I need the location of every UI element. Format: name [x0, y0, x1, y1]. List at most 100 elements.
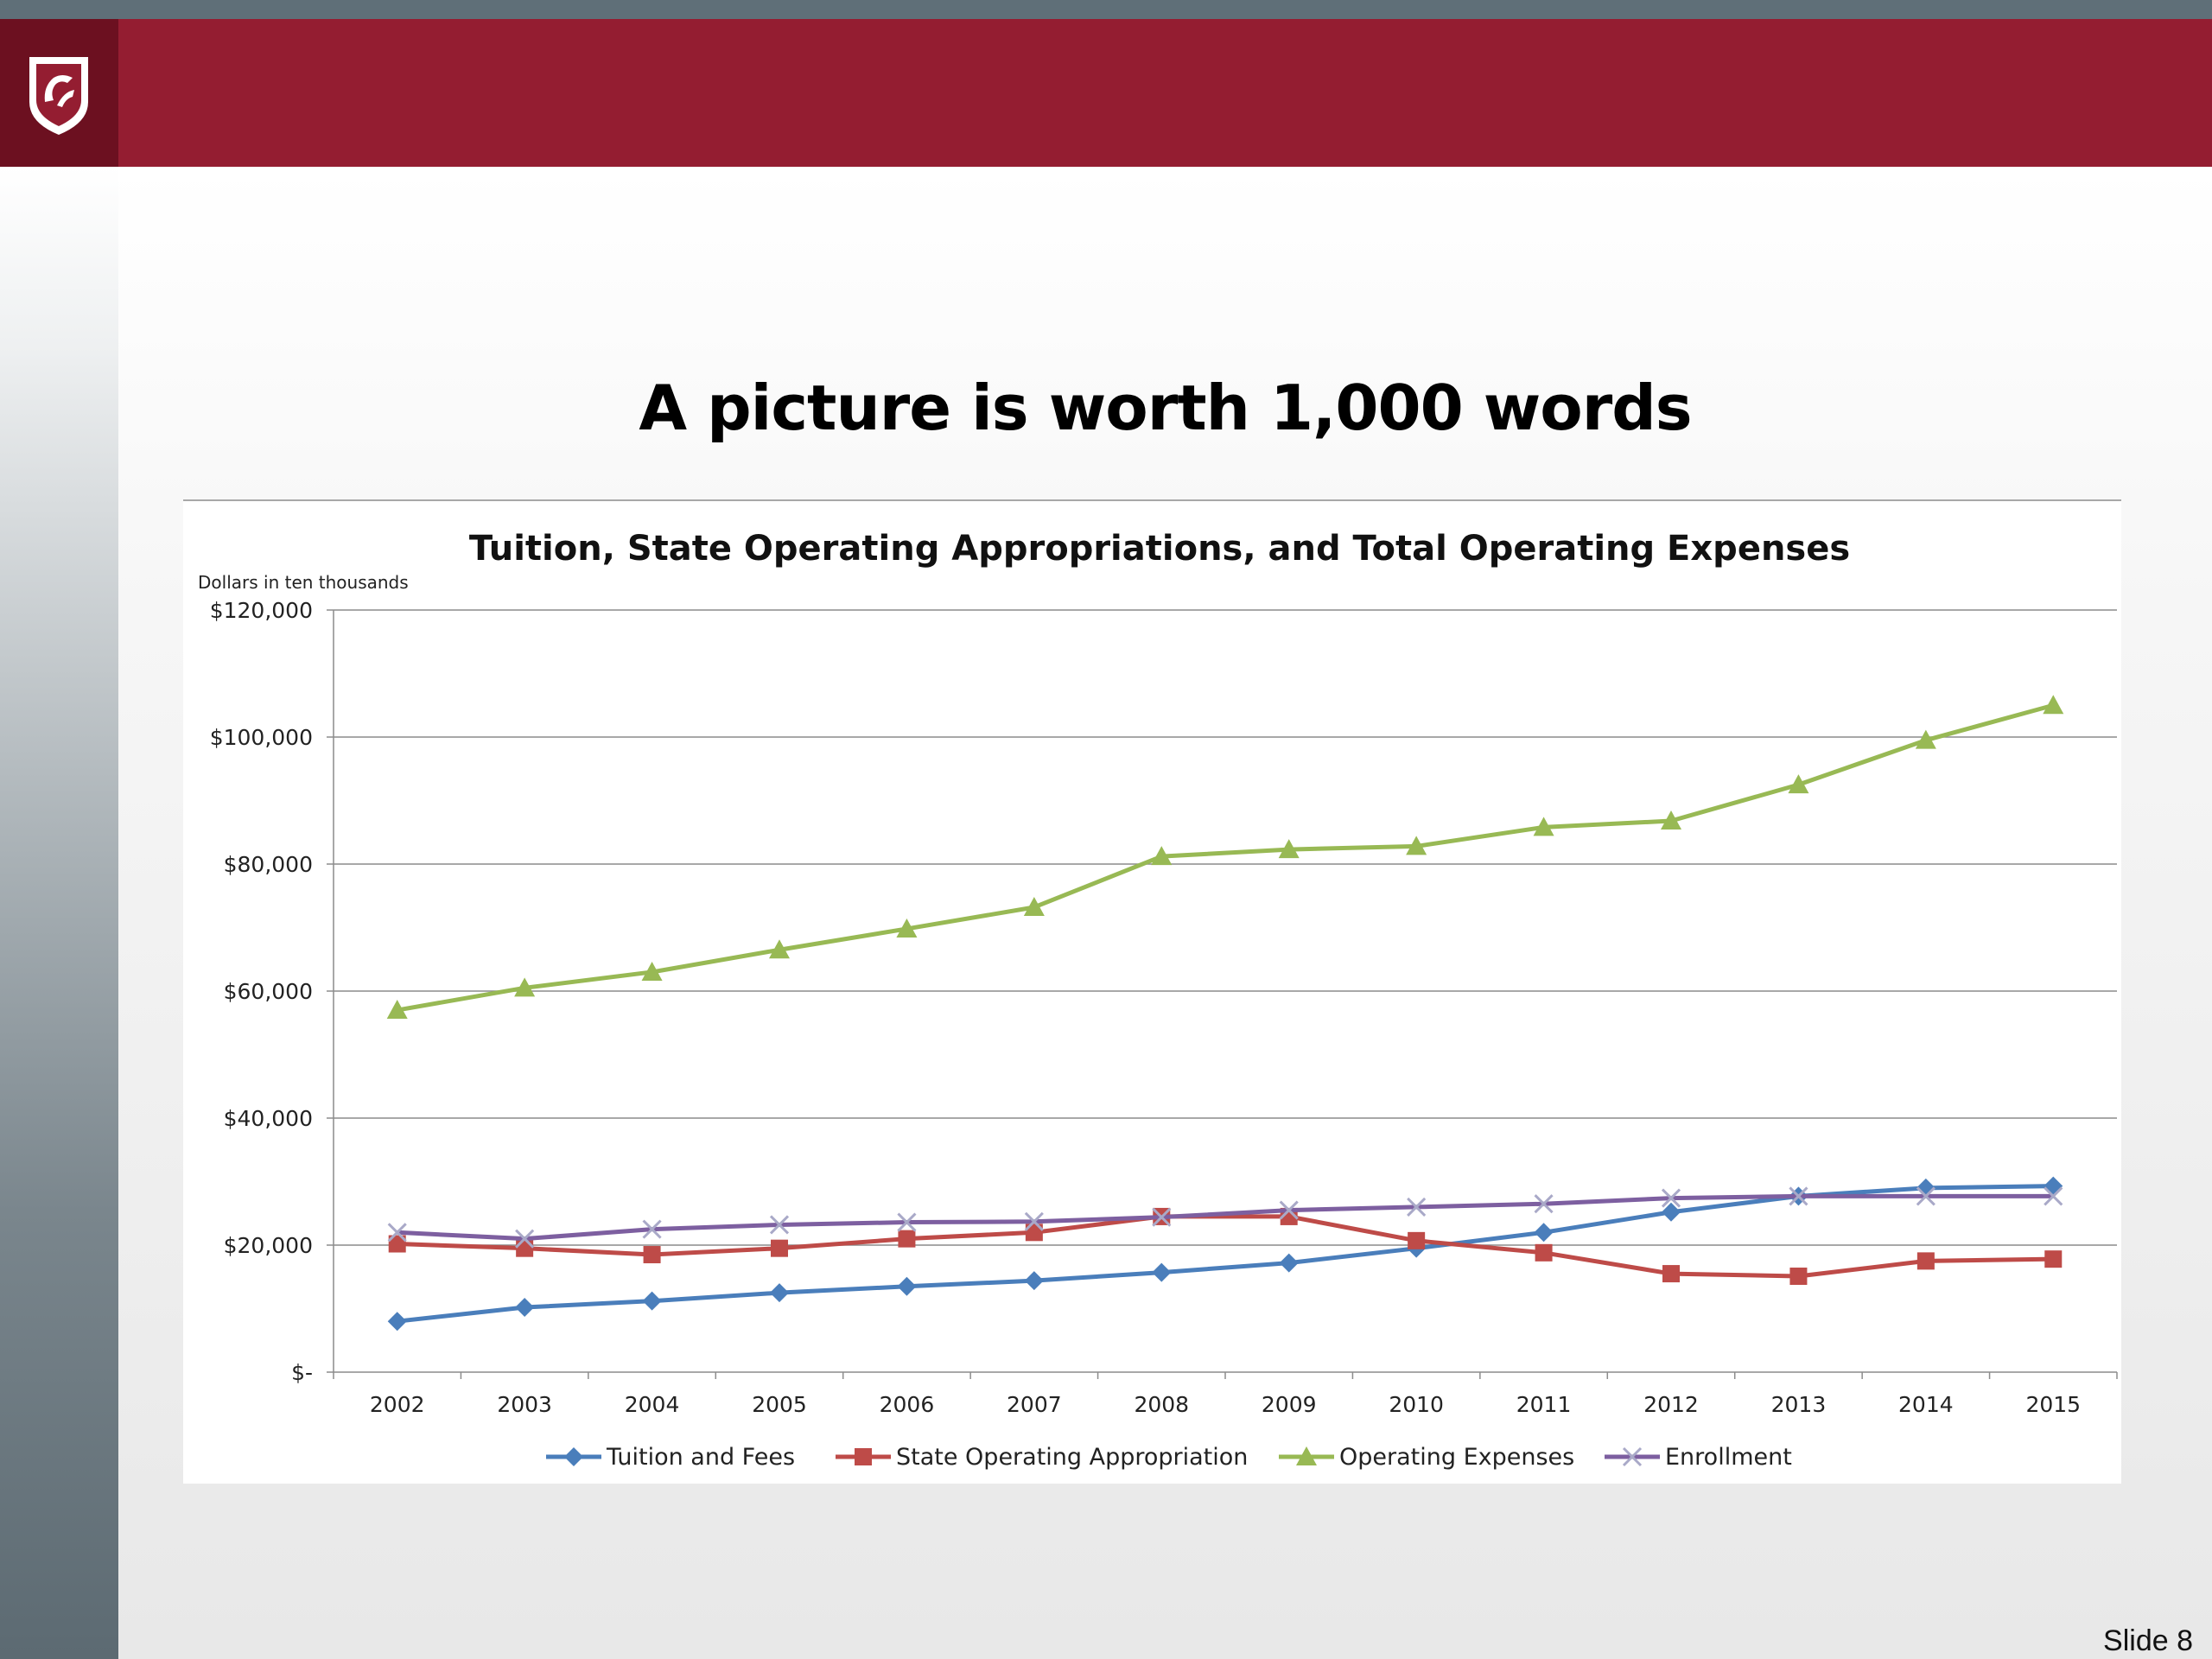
- legend-item-tuition-and-fees: Tuition and Fees: [546, 1444, 795, 1471]
- series-line-operating-expenses: [397, 702, 2054, 1013]
- data-point-enrollment: [769, 1215, 790, 1235]
- series-line-state-operating-appropriation: [397, 1214, 2054, 1279]
- data-point-operating-expenses: [1151, 846, 1173, 866]
- data-point-enrollment: [1407, 1197, 1427, 1217]
- marker-stroke: [1534, 1194, 1554, 1214]
- logo-block: [0, 19, 118, 167]
- y-tick-label: $80,000: [224, 852, 313, 877]
- data-point-tuition-and-fees: [1662, 1202, 1681, 1222]
- data-point-operating-expenses: [2043, 695, 2064, 715]
- legend-item-operating-expenses: Operating Expenses: [1279, 1444, 1574, 1471]
- data-point-state-operating-appropriation: [898, 1230, 916, 1248]
- legend-marker: [855, 1448, 872, 1465]
- x-tick-label: 2015: [2025, 1392, 2081, 1417]
- marker-stroke: [642, 1219, 662, 1239]
- series-state-operating-appropriation: [388, 1207, 2063, 1286]
- marker-stroke: [769, 1215, 790, 1235]
- x-tick-label: 2007: [1007, 1392, 1062, 1417]
- data-point-state-operating-appropriation: [1789, 1268, 1808, 1286]
- data-point-enrollment: [642, 1219, 662, 1239]
- data-point-enrollment: [1152, 1207, 1172, 1227]
- data-point-state-operating-appropriation: [1535, 1243, 1553, 1262]
- data-point-operating-expenses: [1788, 774, 1809, 794]
- chart-title: Tuition, State Operating Appropriations,…: [469, 529, 1850, 569]
- x-tick-label: 2012: [1643, 1392, 1699, 1417]
- data-point-enrollment: [1789, 1186, 1808, 1206]
- marker-stroke: [1622, 1446, 1643, 1467]
- y-tick-label: $120,000: [210, 598, 313, 623]
- x-tick-label: 2014: [1898, 1392, 1954, 1417]
- x-tick-label: 2009: [1262, 1392, 1317, 1417]
- marker-stroke: [1407, 1197, 1427, 1217]
- marker-stroke: [897, 1212, 917, 1232]
- header-band: [118, 19, 2212, 167]
- x-tick-label: 2003: [497, 1392, 552, 1417]
- y-tick-label: $40,000: [224, 1106, 313, 1131]
- marker-stroke: [1279, 1200, 1299, 1220]
- data-point-operating-expenses: [1533, 817, 1554, 836]
- data-point-operating-expenses: [769, 939, 790, 959]
- slide-title: A picture is worth 1,000 words: [639, 372, 1692, 444]
- data-point-enrollment: [515, 1229, 535, 1249]
- marker-stroke: [1024, 1211, 1044, 1231]
- marker-stroke: [1661, 1188, 1681, 1208]
- data-point-operating-expenses: [1406, 836, 1427, 855]
- marker-stroke: [1916, 1186, 1936, 1206]
- data-point-tuition-and-fees: [770, 1283, 789, 1303]
- data-point-state-operating-appropriation: [2044, 1250, 2063, 1268]
- data-point-operating-expenses: [1915, 729, 1936, 749]
- data-point-state-operating-appropriation: [388, 1235, 406, 1253]
- legend-label: State Operating Appropriation: [896, 1444, 1248, 1471]
- data-point-enrollment: [1279, 1200, 1299, 1220]
- data-point-state-operating-appropriation: [516, 1239, 534, 1257]
- series-operating-expenses: [386, 695, 2064, 1020]
- data-point-state-operating-appropriation: [1408, 1231, 1426, 1249]
- x-tick-label: 2006: [880, 1392, 935, 1417]
- data-point-operating-expenses: [1661, 810, 1681, 830]
- data-point-tuition-and-fees: [642, 1291, 662, 1311]
- data-point-enrollment: [1024, 1211, 1044, 1231]
- x-tick-label: 2008: [1134, 1392, 1189, 1417]
- data-point-operating-expenses: [386, 1000, 408, 1020]
- line-chart: Tuition, State Operating Appropriations,…: [198, 529, 2118, 1471]
- y-tick-label: $60,000: [224, 979, 313, 1004]
- data-point-operating-expenses: [1278, 839, 1300, 859]
- y-tick-label: $-: [291, 1360, 313, 1385]
- y-tick-label: $20,000: [224, 1233, 313, 1258]
- data-point-operating-expenses: [896, 918, 918, 938]
- legend-item-state-operating-appropriation: State Operating Appropriation: [836, 1444, 1248, 1471]
- data-point-enrollment: [2044, 1186, 2063, 1206]
- legend-label: Tuition and Fees: [606, 1444, 795, 1471]
- marker-stroke: [1789, 1186, 1808, 1206]
- data-point-operating-expenses: [1023, 896, 1045, 916]
- x-tick-label: 2013: [1771, 1392, 1827, 1417]
- x-tick-label: 2005: [752, 1392, 807, 1417]
- units-note: Dollars in ten thousands: [198, 572, 409, 593]
- data-point-enrollment: [387, 1223, 407, 1243]
- chart-panel: Tuition, State Operating Appropriations,…: [183, 499, 2121, 1484]
- x-tick-label: 2004: [625, 1392, 680, 1417]
- data-point-enrollment: [1661, 1188, 1681, 1208]
- legend-marker: [564, 1447, 583, 1466]
- data-point-state-operating-appropriation: [643, 1246, 661, 1264]
- y-tick-label: $100,000: [210, 725, 313, 750]
- legend-label: Enrollment: [1665, 1444, 1792, 1471]
- left-rail: [0, 167, 118, 1659]
- series-enrollment: [387, 1186, 2063, 1249]
- legend-label: Operating Expenses: [1339, 1444, 1574, 1471]
- marker-stroke: [387, 1223, 407, 1243]
- data-point-tuition-and-fees: [897, 1276, 917, 1296]
- data-point-tuition-and-fees: [1152, 1262, 1172, 1282]
- legend-item-enrollment: Enrollment: [1605, 1444, 1792, 1471]
- top-stripe: [0, 0, 2212, 19]
- series-line-tuition-and-fees: [397, 1184, 2054, 1324]
- series-line-enrollment: [397, 1193, 2054, 1242]
- data-point-operating-expenses: [514, 977, 536, 997]
- marker-stroke: [1152, 1207, 1172, 1227]
- data-point-state-operating-appropriation: [1916, 1252, 1935, 1270]
- data-point-state-operating-appropriation: [1025, 1224, 1043, 1242]
- data-point-enrollment: [897, 1212, 917, 1232]
- data-point-state-operating-appropriation: [771, 1239, 788, 1257]
- legend-marker: [1296, 1446, 1317, 1465]
- slide-number: Slide 8: [2103, 1624, 2193, 1657]
